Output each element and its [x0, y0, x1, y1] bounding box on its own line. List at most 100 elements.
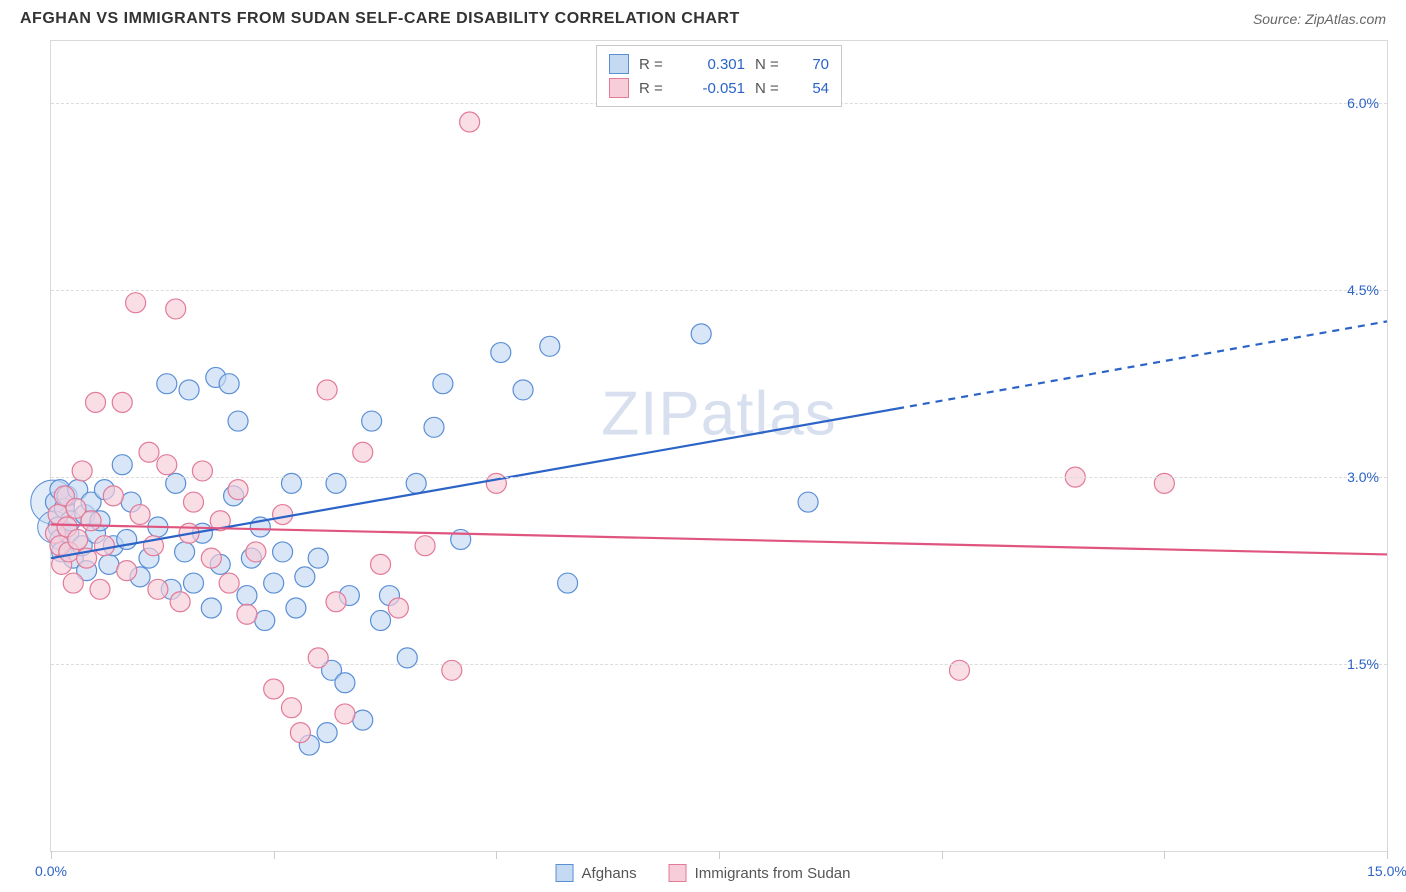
scatter-point — [317, 380, 337, 400]
stats-legend-row: R = 0.301 N = 70 — [609, 52, 829, 76]
scatter-point — [513, 380, 533, 400]
scatter-point — [798, 492, 818, 512]
scatter-point — [491, 343, 511, 363]
scatter-point — [184, 492, 204, 512]
y-gridline — [51, 477, 1387, 478]
scatter-point — [103, 486, 123, 506]
scatter-point — [290, 723, 310, 743]
scatter-plot-svg — [51, 41, 1387, 851]
x-tick — [51, 851, 52, 859]
scatter-point — [246, 542, 266, 562]
scatter-point — [295, 567, 315, 587]
scatter-point — [237, 604, 257, 624]
y-gridline — [51, 664, 1387, 665]
scatter-point — [335, 704, 355, 724]
scatter-point — [219, 573, 239, 593]
legend-swatch — [556, 864, 574, 882]
x-tick — [719, 851, 720, 859]
scatter-point — [157, 374, 177, 394]
scatter-point — [148, 579, 168, 599]
legend-swatch — [669, 864, 687, 882]
scatter-point — [286, 598, 306, 618]
scatter-point — [86, 392, 106, 412]
scatter-point — [139, 442, 159, 462]
scatter-point — [184, 573, 204, 593]
scatter-point — [335, 673, 355, 693]
scatter-point — [353, 710, 373, 730]
x-tick — [1164, 851, 1165, 859]
series-legend: Afghans Immigrants from Sudan — [556, 864, 851, 882]
legend-label: Afghans — [582, 865, 637, 882]
source-name: ZipAtlas.com — [1305, 11, 1386, 27]
x-tick — [274, 851, 275, 859]
chart-title: AFGHAN VS IMMIGRANTS FROM SUDAN SELF-CAR… — [20, 10, 740, 28]
scatter-point — [179, 380, 199, 400]
stat-r-label: R = — [639, 56, 673, 73]
scatter-point — [112, 392, 132, 412]
source-label: Source: — [1253, 11, 1301, 27]
stats-legend-row: R = -0.051 N = 54 — [609, 76, 829, 100]
scatter-point — [126, 293, 146, 313]
stat-r-value: -0.051 — [683, 80, 745, 97]
scatter-point — [228, 480, 248, 500]
scatter-point — [281, 698, 301, 718]
trend-line-dashed — [897, 321, 1387, 408]
scatter-point — [424, 417, 444, 437]
scatter-point — [371, 554, 391, 574]
stat-n-value: 70 — [799, 56, 829, 73]
scatter-point — [433, 374, 453, 394]
scatter-point — [317, 723, 337, 743]
x-tick — [1387, 851, 1388, 859]
stats-legend-box: R = 0.301 N = 70 R = -0.051 N = 54 — [596, 45, 842, 107]
scatter-point — [228, 411, 248, 431]
scatter-point — [264, 679, 284, 699]
scatter-point — [326, 592, 346, 612]
x-tick — [942, 851, 943, 859]
scatter-point — [237, 586, 257, 606]
chart-plot-area: ZIPatlas R =0.301N =70R =-0.051N =54 1.5… — [50, 40, 1388, 852]
scatter-point — [68, 529, 88, 549]
scatter-point — [255, 610, 275, 630]
x-tick-label: 0.0% — [35, 863, 67, 879]
scatter-point — [112, 455, 132, 475]
scatter-point — [117, 561, 137, 581]
scatter-point — [308, 548, 328, 568]
scatter-point — [273, 542, 293, 562]
scatter-point — [264, 573, 284, 593]
scatter-point — [170, 592, 190, 612]
legend-label: Immigrants from Sudan — [695, 865, 851, 882]
scatter-point — [540, 336, 560, 356]
y-gridline — [51, 290, 1387, 291]
stat-n-label: N = — [755, 80, 789, 97]
scatter-point — [415, 536, 435, 556]
y-tick-label: 1.5% — [1347, 656, 1379, 672]
scatter-point — [90, 579, 110, 599]
scatter-point — [460, 112, 480, 132]
scatter-point — [201, 548, 221, 568]
stat-n-label: N = — [755, 56, 789, 73]
legend-item: Afghans — [556, 864, 637, 882]
legend-swatch — [609, 54, 629, 74]
scatter-point — [157, 455, 177, 475]
y-tick-label: 6.0% — [1347, 95, 1379, 111]
legend-item: Immigrants from Sudan — [669, 864, 851, 882]
x-tick-label: 15.0% — [1367, 863, 1406, 879]
stat-r-label: R = — [639, 80, 673, 97]
scatter-point — [219, 374, 239, 394]
stat-n-value: 54 — [799, 80, 829, 97]
source-attribution: Source: ZipAtlas.com — [1253, 11, 1386, 27]
stat-r-value: 0.301 — [683, 56, 745, 73]
scatter-point — [371, 610, 391, 630]
y-tick-label: 3.0% — [1347, 469, 1379, 485]
scatter-point — [691, 324, 711, 344]
scatter-point — [353, 442, 373, 462]
scatter-point — [558, 573, 578, 593]
legend-swatch — [609, 78, 629, 98]
scatter-point — [175, 542, 195, 562]
scatter-point — [388, 598, 408, 618]
y-tick-label: 4.5% — [1347, 282, 1379, 298]
scatter-point — [273, 505, 293, 525]
scatter-point — [99, 554, 119, 574]
scatter-point — [63, 573, 83, 593]
scatter-point — [166, 299, 186, 319]
